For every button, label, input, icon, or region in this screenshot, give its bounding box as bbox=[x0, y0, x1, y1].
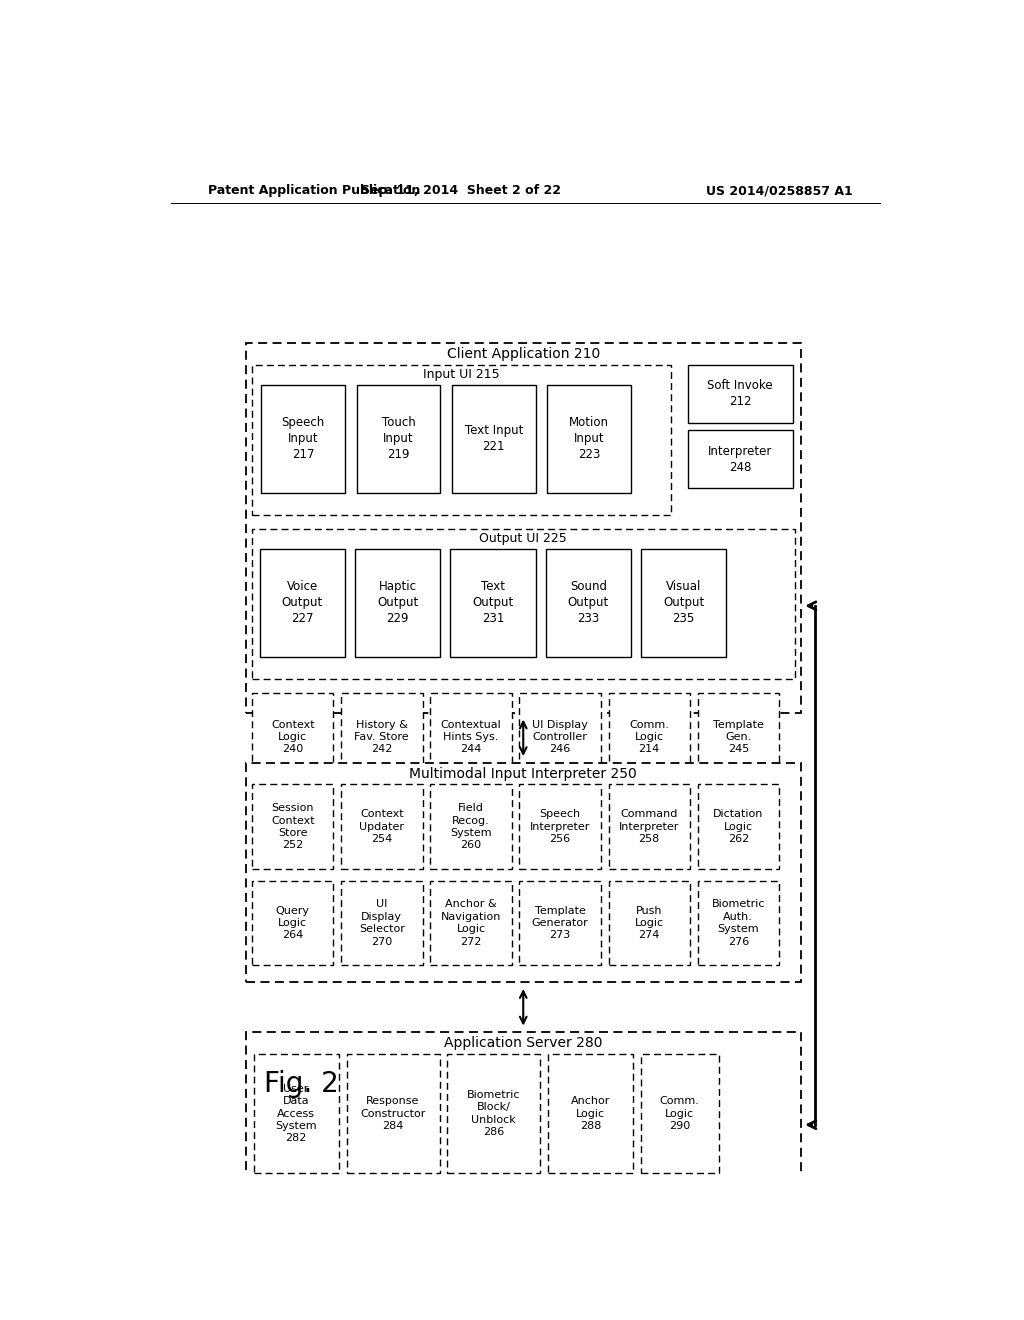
Text: Touch
Input
219: Touch Input 219 bbox=[382, 416, 416, 461]
Bar bbox=[254, 1053, 339, 1173]
Bar bbox=[260, 549, 345, 656]
Bar bbox=[546, 549, 631, 656]
Bar bbox=[697, 880, 779, 965]
Text: Anchor
Logic
288: Anchor Logic 288 bbox=[571, 1096, 610, 1131]
Text: Biometric
Auth.
System
276: Biometric Auth. System 276 bbox=[712, 899, 765, 946]
Bar bbox=[430, 880, 512, 965]
Text: Text
Output
231: Text Output 231 bbox=[472, 581, 514, 626]
Bar bbox=[641, 549, 726, 656]
Bar bbox=[608, 880, 690, 965]
Text: Speech
Input
217: Speech Input 217 bbox=[282, 416, 325, 461]
Text: Biometric
Block/
Unblock
286: Biometric Block/ Unblock 286 bbox=[467, 1090, 520, 1138]
Text: Patent Application Publication: Patent Application Publication bbox=[208, 185, 420, 197]
Bar bbox=[246, 763, 801, 982]
Text: Response
Constructor
284: Response Constructor 284 bbox=[360, 1096, 426, 1131]
Bar bbox=[548, 1053, 633, 1173]
Text: History &
Fav. Store
242: History & Fav. Store 242 bbox=[354, 719, 410, 755]
Text: Interpreter
248: Interpreter 248 bbox=[708, 445, 772, 474]
Bar bbox=[519, 693, 601, 781]
Text: Client Application 210: Client Application 210 bbox=[446, 347, 600, 360]
Text: Multimodal Input Interpreter 250: Multimodal Input Interpreter 250 bbox=[410, 767, 637, 780]
Bar bbox=[246, 343, 801, 713]
Text: UI Display
Controller
246: UI Display Controller 246 bbox=[532, 719, 588, 755]
Bar bbox=[430, 784, 512, 869]
Text: Application Server 280: Application Server 280 bbox=[444, 1036, 602, 1051]
Text: Speech
Interpreter
256: Speech Interpreter 256 bbox=[529, 809, 590, 845]
Bar bbox=[687, 430, 793, 488]
Bar bbox=[252, 529, 795, 678]
Bar bbox=[430, 693, 512, 781]
Bar bbox=[608, 693, 690, 781]
Text: Fig. 2: Fig. 2 bbox=[263, 1071, 338, 1098]
Bar bbox=[252, 693, 334, 781]
Bar bbox=[519, 880, 601, 965]
Bar bbox=[246, 1032, 801, 1195]
Bar bbox=[697, 784, 779, 869]
Text: Visual
Output
235: Visual Output 235 bbox=[664, 581, 705, 626]
Text: Text Input
221: Text Input 221 bbox=[465, 424, 523, 453]
Text: Sep. 11, 2014  Sheet 2 of 22: Sep. 11, 2014 Sheet 2 of 22 bbox=[361, 185, 561, 197]
Text: Sound
Output
233: Sound Output 233 bbox=[567, 581, 609, 626]
Bar bbox=[252, 880, 334, 965]
Bar bbox=[356, 385, 440, 492]
Bar bbox=[252, 364, 671, 515]
Bar bbox=[346, 1053, 439, 1173]
Text: Context
Updater
254: Context Updater 254 bbox=[359, 809, 404, 845]
Text: Comm.
Logic
290: Comm. Logic 290 bbox=[659, 1096, 699, 1131]
Text: Template
Gen.
245: Template Gen. 245 bbox=[713, 719, 764, 755]
Bar bbox=[687, 364, 793, 422]
Text: Push
Logic
274: Push Logic 274 bbox=[635, 906, 664, 940]
Bar bbox=[641, 1053, 719, 1173]
Text: Dictation
Logic
262: Dictation Logic 262 bbox=[713, 809, 764, 845]
Text: UI
Display
Selector
270: UI Display Selector 270 bbox=[358, 899, 404, 946]
Text: Template
Generator
273: Template Generator 273 bbox=[531, 906, 589, 940]
Text: Haptic
Output
229: Haptic Output 229 bbox=[377, 581, 419, 626]
Text: Anchor &
Navigation
Logic
272: Anchor & Navigation Logic 272 bbox=[440, 899, 501, 946]
Text: Session
Context
Store
252: Session Context Store 252 bbox=[271, 803, 314, 850]
Text: Contextual
Hints Sys.
244: Contextual Hints Sys. 244 bbox=[440, 719, 502, 755]
Bar bbox=[252, 784, 334, 869]
Text: Voice
Output
227: Voice Output 227 bbox=[282, 581, 323, 626]
Bar bbox=[519, 784, 601, 869]
Text: Input UI 215: Input UI 215 bbox=[423, 368, 500, 381]
Text: Field
Recog.
System
260: Field Recog. System 260 bbox=[451, 803, 492, 850]
Bar bbox=[608, 784, 690, 869]
Text: Comm.
Logic
214: Comm. Logic 214 bbox=[630, 719, 669, 755]
Bar bbox=[341, 693, 423, 781]
Bar bbox=[547, 385, 631, 492]
Text: Query
Logic
264: Query Logic 264 bbox=[275, 906, 309, 940]
Bar bbox=[697, 693, 779, 781]
Bar bbox=[341, 784, 423, 869]
Bar bbox=[261, 385, 345, 492]
Text: User
Data
Access
System
282: User Data Access System 282 bbox=[275, 1084, 317, 1143]
Bar bbox=[451, 549, 536, 656]
Bar bbox=[447, 1053, 541, 1173]
Text: Motion
Input
223: Motion Input 223 bbox=[569, 416, 609, 461]
Text: Soft Invoke
212: Soft Invoke 212 bbox=[708, 379, 773, 408]
Text: Command
Interpreter
258: Command Interpreter 258 bbox=[618, 809, 679, 845]
Bar bbox=[355, 549, 440, 656]
Bar bbox=[341, 880, 423, 965]
Text: Output UI 225: Output UI 225 bbox=[479, 532, 567, 545]
Bar bbox=[452, 385, 536, 492]
Text: Context
Logic
240: Context Logic 240 bbox=[271, 719, 314, 755]
Text: US 2014/0258857 A1: US 2014/0258857 A1 bbox=[706, 185, 852, 197]
